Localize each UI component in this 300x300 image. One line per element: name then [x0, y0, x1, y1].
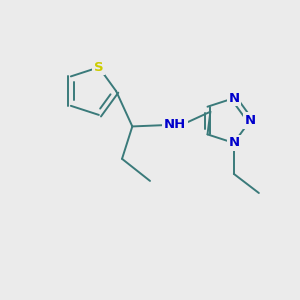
Text: S: S [94, 61, 104, 74]
Text: NH: NH [164, 118, 186, 131]
Text: N: N [244, 114, 256, 127]
Text: N: N [228, 136, 239, 149]
Text: N: N [228, 92, 239, 105]
